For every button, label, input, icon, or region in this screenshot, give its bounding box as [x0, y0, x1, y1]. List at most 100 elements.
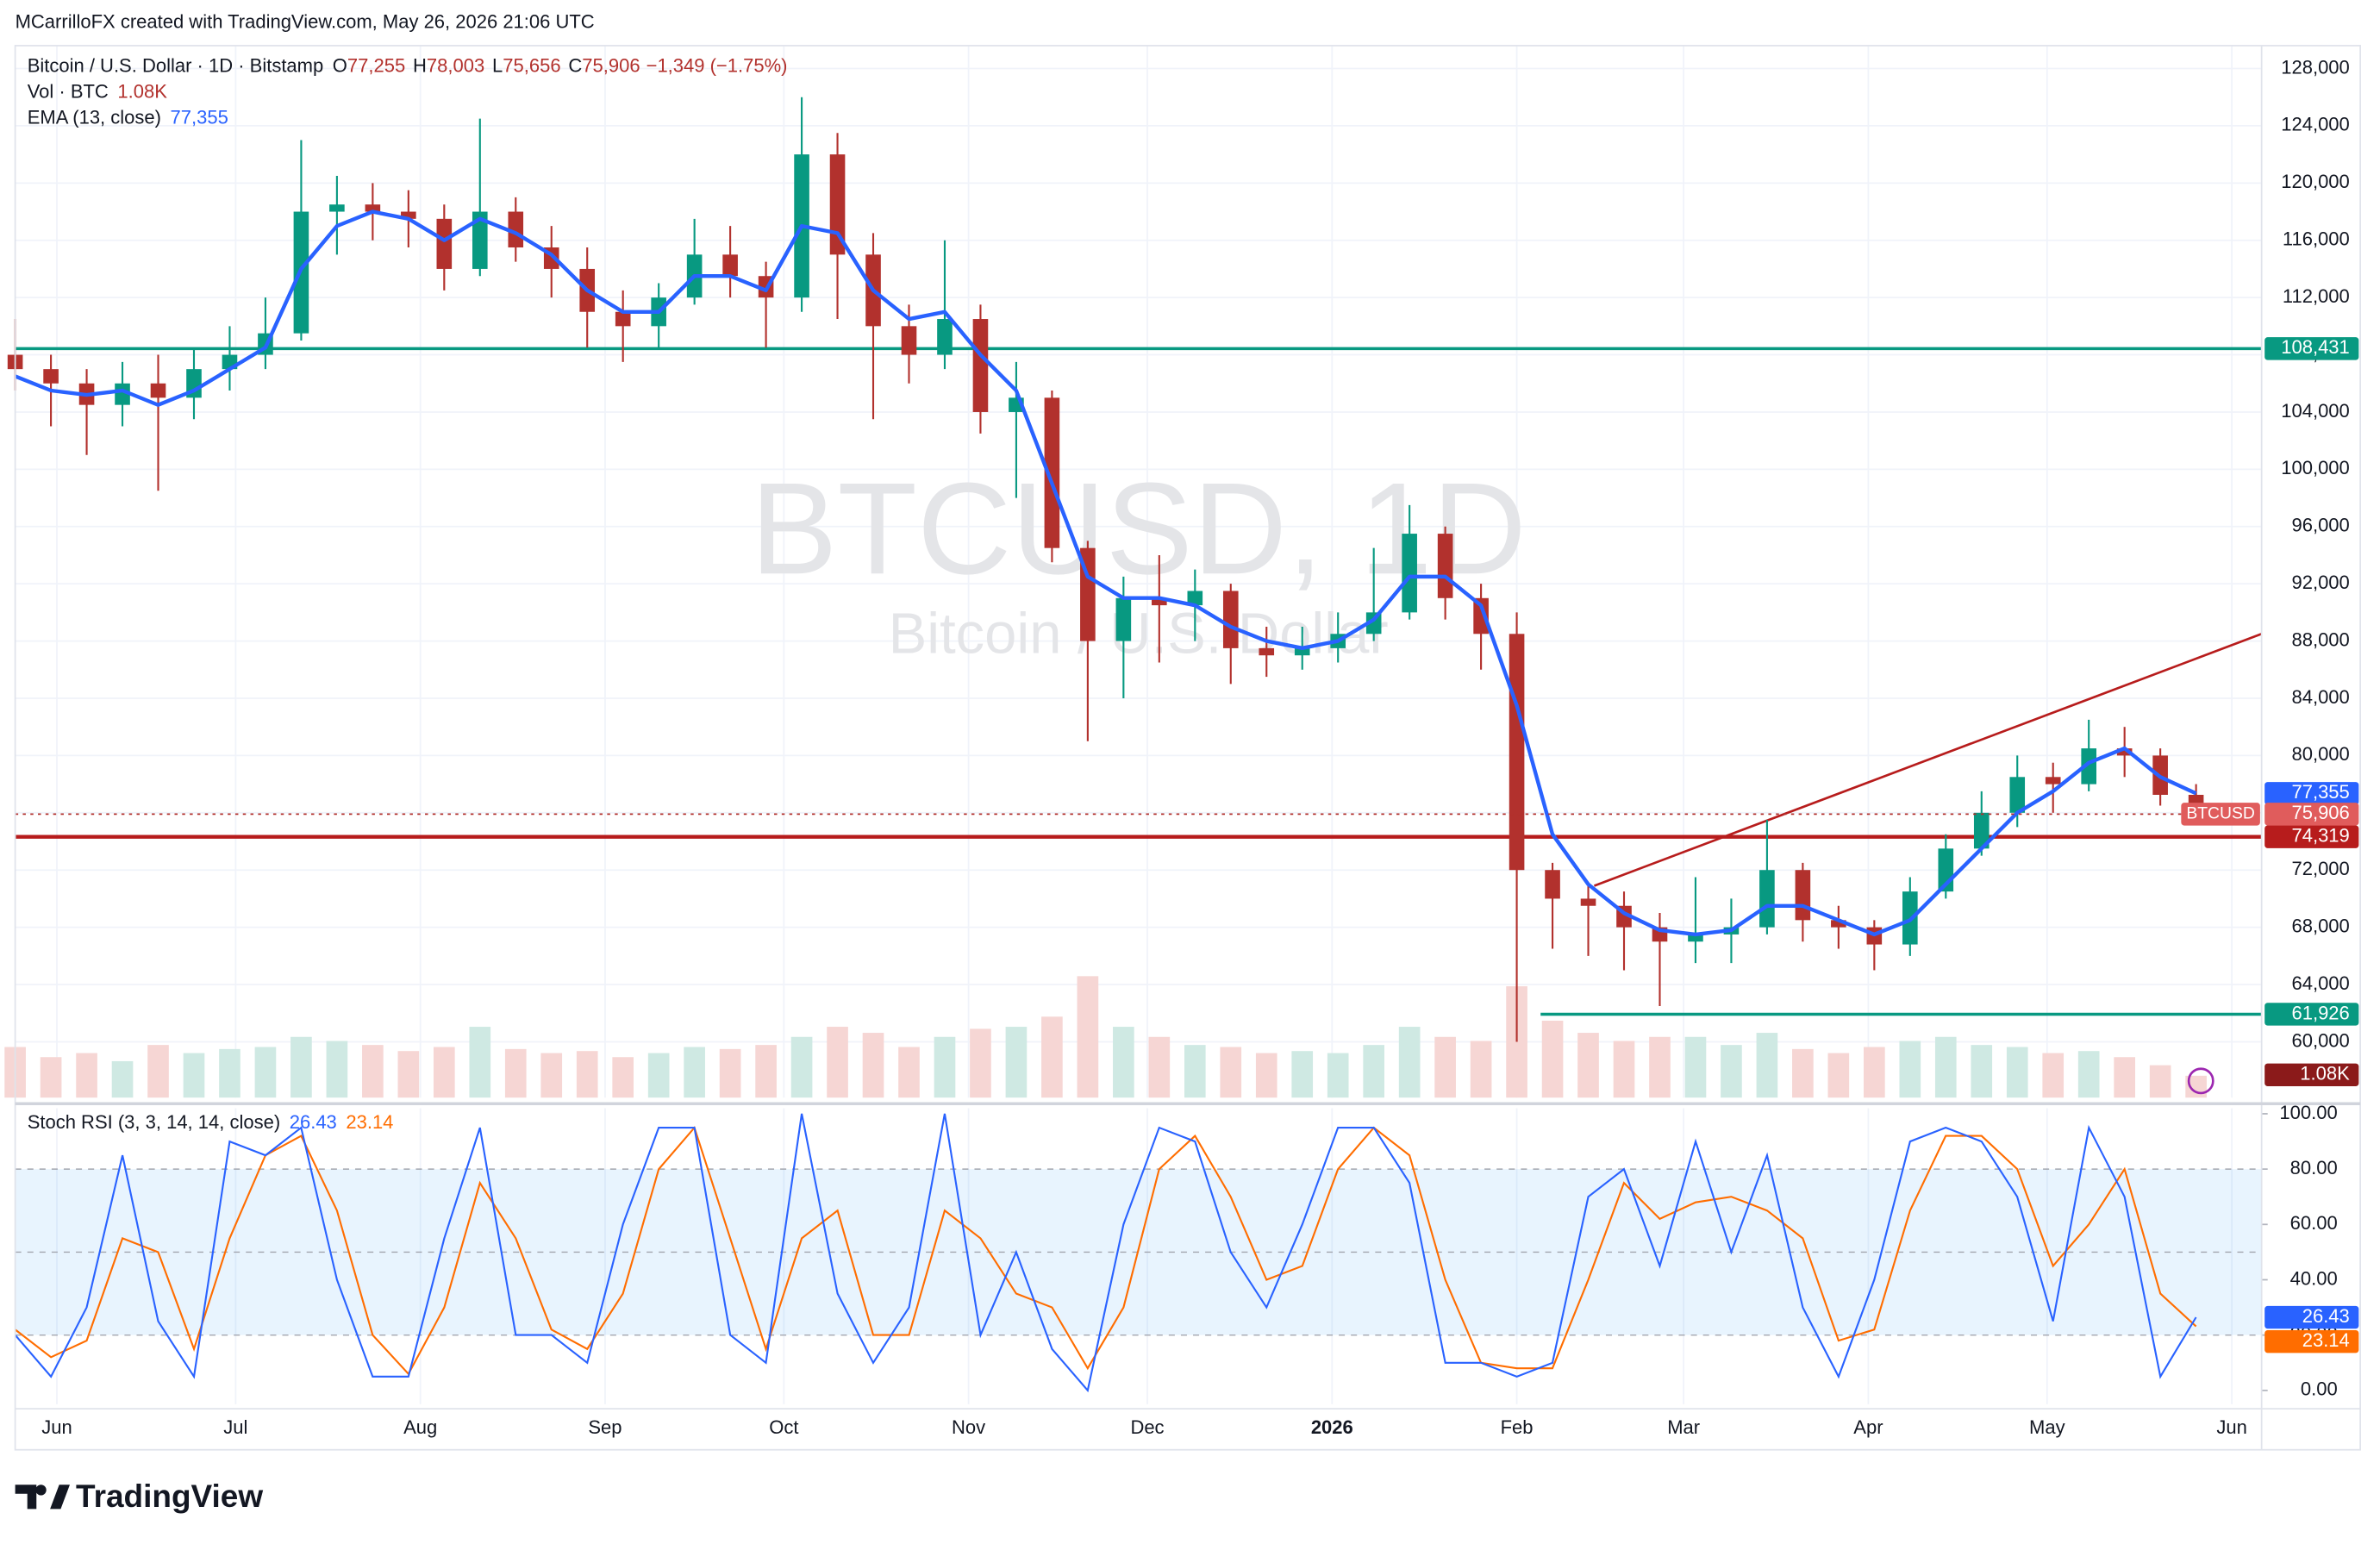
- symbol-legend: Bitcoin / U.S. Dollar · 1D · Bitstamp O77…: [28, 54, 788, 76]
- stoch-legend: Stoch RSI (3, 3, 14, 14, close) 26.43 23.1…: [28, 1111, 394, 1133]
- volume-bar: [290, 1036, 312, 1098]
- candle-body: [401, 211, 416, 219]
- close-tag-bg: [2181, 803, 2260, 826]
- ema-label-bg: [2264, 782, 2359, 805]
- volume-bar: [1470, 1041, 1492, 1098]
- candle-body: [1509, 634, 1525, 871]
- volume-bar: [647, 1053, 670, 1098]
- ohlc-value: 78,003: [427, 54, 484, 76]
- y-tick-label: 112,000: [2283, 285, 2350, 307]
- grid: Jun Jul Aug Sep Oct Nov Dec 2026 Feb Mar Apr May Jun…: [15, 45, 2350, 1438]
- stoch-label: 23.14: [2302, 1329, 2350, 1351]
- volume-bar: [1327, 1053, 1349, 1098]
- ema-label: 77,355: [2291, 781, 2349, 803]
- watermark: BTCUSD, 1D: [750, 456, 1526, 602]
- volume-bar: [934, 1036, 956, 1098]
- candle-body: [972, 319, 989, 412]
- y-tick-label: 92,000: [2291, 572, 2349, 593]
- volume-bar: [970, 1028, 991, 1098]
- y-tick-label: 72,000: [2291, 858, 2349, 879]
- volume-label: 1.08K: [2300, 1063, 2350, 1085]
- volume-bar: [1577, 1033, 1599, 1098]
- stoch-title: Stoch RSI (3, 3, 14, 14, close): [28, 1111, 280, 1133]
- stoch-line: [14, 1125, 2197, 1376]
- volume-bar: [469, 1027, 491, 1098]
- candle-body: [722, 254, 738, 277]
- candle-body: [150, 383, 166, 398]
- candle-body: [1187, 591, 1203, 606]
- volume-bar: [1864, 1047, 1885, 1098]
- candle-body: [472, 211, 488, 269]
- x-tick-label: Aug: [403, 1416, 437, 1438]
- volume-bar: [576, 1051, 598, 1098]
- volume-bar: [1291, 1051, 1314, 1098]
- x-tick-label: Nov: [952, 1416, 985, 1438]
- stoch-tick-label: 80.00: [2290, 1157, 2338, 1178]
- y-tick-label: 84,000: [2291, 686, 2349, 708]
- logo-text: TradingView: [76, 1478, 263, 1514]
- candle-body: [829, 154, 846, 255]
- price-label-bg: [2264, 1003, 2359, 1026]
- y-tick-label: 116,000: [2283, 228, 2350, 250]
- price-label: 74,319: [2291, 825, 2349, 847]
- volume-bar: [1649, 1036, 1671, 1098]
- candle-body: [1831, 920, 1846, 928]
- volume-bar: [1684, 1036, 1707, 1098]
- close-label: 75,906: [2291, 802, 2349, 823]
- ohlc-value: 77,255: [347, 54, 405, 76]
- volume-bar: [540, 1053, 563, 1098]
- candle-body: [1044, 397, 1060, 548]
- volume-bar: [827, 1027, 848, 1098]
- ohlc-value: 75,906: [582, 54, 640, 76]
- volume-bar: [1792, 1048, 1814, 1098]
- ema-name: EMA (13, close): [28, 106, 161, 128]
- volume-name: Vol · BTC: [28, 80, 109, 102]
- change: −1,349 (−1.75%): [647, 54, 788, 76]
- ohlc-key: H: [413, 54, 427, 76]
- stoch-tick-label: 60.00: [2290, 1212, 2338, 1234]
- y-tick-label: 68,000: [2291, 915, 2349, 936]
- candle-body: [1115, 597, 1132, 641]
- volume-bar: [1041, 1016, 1063, 1098]
- close-tag: BTCUSD: [2186, 803, 2255, 822]
- candle-body: [2081, 748, 2096, 785]
- close-label-bg: [2264, 803, 2359, 826]
- ema-line: [14, 209, 2197, 937]
- logo-mark: [15, 1485, 70, 1510]
- y-tick-label: 80,000: [2291, 743, 2349, 765]
- x-tick-label: Sep: [588, 1416, 622, 1438]
- candle-body: [937, 319, 953, 355]
- volume-bar: [2006, 1047, 2028, 1098]
- volume-bar: [1255, 1053, 1277, 1098]
- volume-bar: [362, 1045, 384, 1098]
- volume-bar: [612, 1057, 634, 1098]
- y-tick-label: 100,000: [2281, 457, 2350, 478]
- y-tick-label: 120,000: [2281, 171, 2350, 192]
- volume-bar: [1148, 1036, 1171, 1098]
- candle-body: [329, 204, 345, 212]
- volume-bar: [1827, 1053, 1850, 1098]
- ohlc-key: L: [492, 54, 503, 76]
- y-tick-label: 88,000: [2291, 628, 2349, 650]
- volume-bar: [1005, 1027, 1028, 1098]
- volume-bar: [862, 1033, 884, 1098]
- candle-body: [615, 311, 631, 327]
- candle-body: [1437, 534, 1453, 598]
- candle-body: [436, 218, 453, 269]
- stoch-tick-label: 0.00: [2301, 1378, 2338, 1400]
- volume-bar: [504, 1048, 527, 1098]
- volume-bar: [1184, 1045, 1206, 1098]
- candle-body: [2045, 777, 2061, 785]
- icon: [2187, 1067, 2214, 1095]
- watermark-subtitle: Bitcoin / U.S. Dollar: [889, 601, 1389, 666]
- volume-bar: [1113, 1027, 1134, 1098]
- volume-bar: [1398, 1027, 1421, 1098]
- stoch-label-bg: [2264, 1329, 2359, 1353]
- volume-bar: [40, 1057, 62, 1098]
- candle-body: [365, 204, 381, 212]
- ohlc-key: C: [568, 54, 582, 76]
- x-tick-label: May: [2029, 1416, 2065, 1438]
- volume-bar: [76, 1053, 97, 1098]
- volume-bar: [1971, 1045, 1993, 1098]
